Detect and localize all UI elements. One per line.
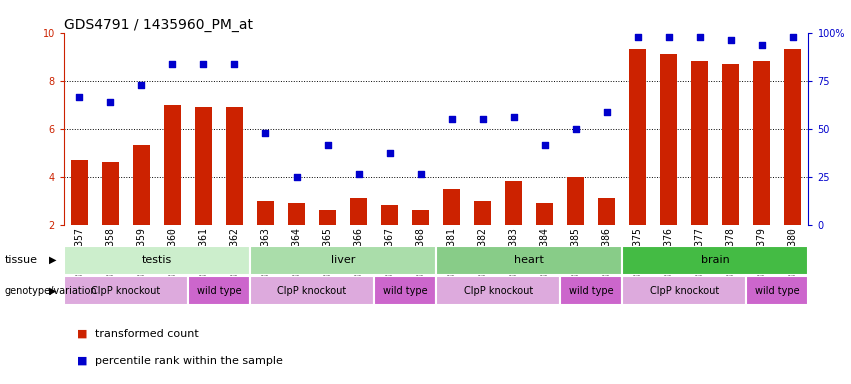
Text: transformed count: transformed count <box>95 329 199 339</box>
Point <box>321 142 334 149</box>
Bar <box>746 276 808 305</box>
Bar <box>250 276 374 305</box>
Bar <box>288 203 305 225</box>
Point <box>414 171 427 177</box>
Point <box>569 126 583 132</box>
Text: brain: brain <box>701 255 730 265</box>
Bar <box>71 160 88 225</box>
Text: wild type: wild type <box>569 286 614 296</box>
Point <box>755 41 768 48</box>
Bar <box>350 198 367 225</box>
Text: ClpP knockout: ClpP knockout <box>91 286 161 296</box>
Text: ▶: ▶ <box>49 255 56 265</box>
Bar <box>133 146 150 225</box>
Text: wild type: wild type <box>383 286 427 296</box>
Bar <box>188 276 250 305</box>
Point <box>538 142 551 149</box>
Text: ClpP knockout: ClpP knockout <box>277 286 346 296</box>
Bar <box>622 246 808 275</box>
Bar <box>785 50 802 225</box>
Point <box>383 150 397 156</box>
Text: ClpP knockout: ClpP knockout <box>649 286 719 296</box>
Bar <box>250 246 436 275</box>
Bar <box>598 198 615 225</box>
Point <box>197 61 210 67</box>
Point <box>445 116 459 122</box>
Point <box>600 109 614 115</box>
Point <box>134 83 148 89</box>
Bar <box>443 189 460 225</box>
Text: ClpP knockout: ClpP knockout <box>464 286 533 296</box>
Bar <box>691 61 708 225</box>
Text: percentile rank within the sample: percentile rank within the sample <box>95 356 283 366</box>
Bar <box>722 64 740 225</box>
Bar <box>474 201 491 225</box>
Bar <box>381 205 398 225</box>
Bar <box>102 162 119 225</box>
Bar <box>560 276 622 305</box>
Point <box>72 94 86 101</box>
Text: tissue: tissue <box>4 255 37 265</box>
Point <box>507 114 521 120</box>
Point <box>786 35 800 41</box>
Point <box>289 174 303 180</box>
Bar <box>568 177 585 225</box>
Bar <box>629 50 647 225</box>
Bar <box>64 276 188 305</box>
Text: genotype/variation: genotype/variation <box>4 286 97 296</box>
Point <box>724 37 738 43</box>
Text: heart: heart <box>514 255 544 265</box>
Bar <box>319 210 336 225</box>
Text: wild type: wild type <box>755 286 800 296</box>
Bar <box>374 276 436 305</box>
Bar <box>436 276 560 305</box>
Bar <box>412 210 429 225</box>
Point <box>476 116 489 122</box>
Text: ■: ■ <box>77 356 87 366</box>
Point <box>104 99 117 105</box>
Bar <box>164 105 181 225</box>
Point <box>259 131 272 137</box>
Bar <box>436 246 622 275</box>
Text: ▶: ▶ <box>49 286 56 296</box>
Point <box>228 61 242 67</box>
Bar <box>257 201 274 225</box>
Point <box>166 61 180 67</box>
Bar <box>622 276 746 305</box>
Text: wild type: wild type <box>197 286 242 296</box>
Bar <box>660 54 677 225</box>
Text: ■: ■ <box>77 329 87 339</box>
Bar <box>195 107 212 225</box>
Point <box>693 35 706 41</box>
Point <box>351 171 365 177</box>
Bar <box>536 203 553 225</box>
Bar <box>226 107 243 225</box>
Point <box>662 35 676 41</box>
Bar <box>64 246 250 275</box>
Bar <box>505 182 523 225</box>
Bar <box>753 61 770 225</box>
Text: liver: liver <box>331 255 355 265</box>
Text: GDS4791 / 1435960_PM_at: GDS4791 / 1435960_PM_at <box>64 18 253 31</box>
Point <box>631 35 644 41</box>
Text: testis: testis <box>142 255 172 265</box>
